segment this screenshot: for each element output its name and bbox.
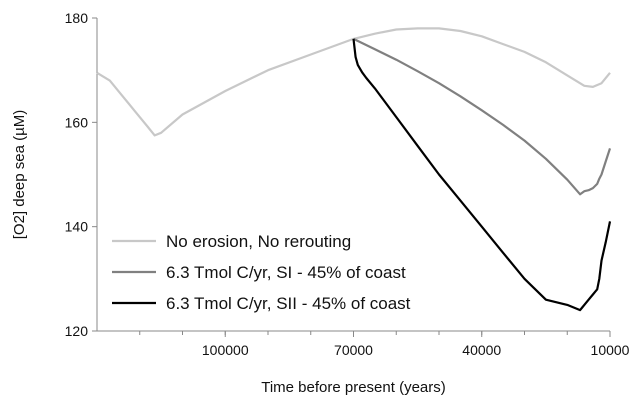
x-tick-label: 10000 bbox=[591, 342, 630, 358]
y-tick-label: 160 bbox=[65, 114, 89, 130]
legend-label-3: 6.3 Tmol C/yr, SII - 45% of coast bbox=[166, 294, 411, 313]
series-line-2 bbox=[353, 37, 612, 196]
axes bbox=[96, 18, 610, 332]
legend: No erosion, No rerouting 6.3 Tmol C/yr, S… bbox=[112, 232, 411, 313]
x-tick-label: 100000 bbox=[202, 342, 249, 358]
series-line-1 bbox=[96, 27, 611, 137]
series-lines bbox=[96, 27, 612, 312]
y-tick-label: 140 bbox=[65, 219, 89, 235]
series-line-3 bbox=[352, 38, 612, 312]
x-tick-label: 70000 bbox=[334, 342, 373, 358]
x-axis-label: Time before present (years) bbox=[261, 379, 446, 396]
x-tick-label: 40000 bbox=[462, 342, 501, 358]
legend-label-1: No erosion, No rerouting bbox=[166, 232, 351, 251]
legend-label-2: 6.3 Tmol C/yr, SI - 45% of coast bbox=[166, 263, 406, 282]
y-tick-label: 120 bbox=[65, 323, 89, 339]
y-axis-label: [O2] deep sea (µM) bbox=[11, 110, 28, 240]
x-ticks: 100000 70000 40000 10000 bbox=[202, 331, 630, 358]
minor-ticks bbox=[139, 331, 611, 335]
y-tick-label: 180 bbox=[65, 10, 89, 26]
y-ticks: 120 140 160 180 bbox=[65, 10, 97, 339]
